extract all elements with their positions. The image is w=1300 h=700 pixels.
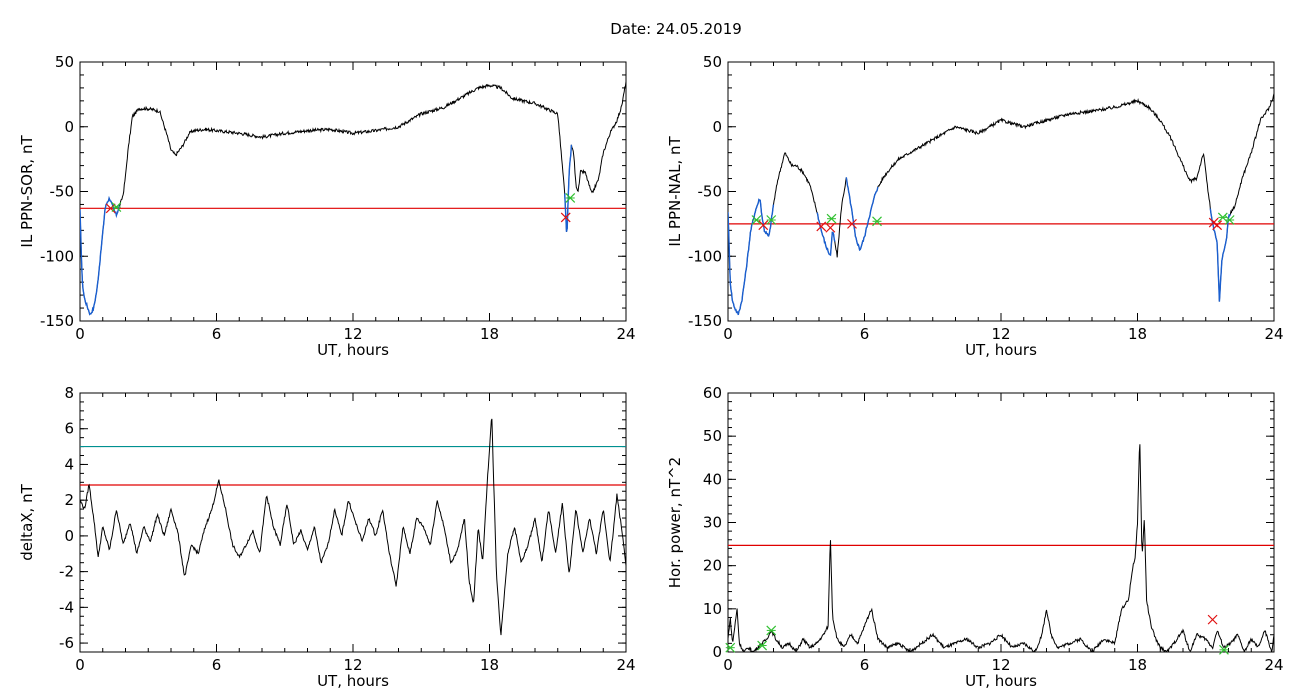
end-marker — [111, 202, 122, 212]
x-tick-label: 24 — [1264, 325, 1283, 343]
y-axis-label: IL PPN-NAL, nT — [666, 136, 684, 247]
plot-area — [728, 444, 1274, 652]
x-tick-label: 18 — [1128, 325, 1147, 343]
y-tick-label: -2 — [59, 563, 74, 581]
x-tick-label: 18 — [1128, 656, 1147, 674]
start-marker — [1207, 614, 1218, 625]
end-marker — [826, 213, 837, 224]
y-tick-label: 0 — [712, 643, 722, 661]
y-tick-label: -50 — [698, 183, 723, 201]
x-tick-label: 24 — [616, 325, 635, 343]
start-marker — [560, 212, 571, 223]
x-tick-label: 0 — [75, 656, 85, 674]
y-tick-label: 40 — [703, 470, 722, 488]
x-axis-label: UT, hours — [317, 341, 389, 359]
end-marker — [1217, 212, 1228, 223]
y-tick-label: 6 — [64, 420, 74, 438]
x-tick-label: 12 — [991, 656, 1010, 674]
x-tick-label: 0 — [723, 656, 733, 674]
event-segment — [564, 144, 573, 232]
x-tick-label: 12 — [343, 656, 362, 674]
y-tick-label: -50 — [50, 183, 75, 201]
y-tick-label: 10 — [703, 600, 722, 618]
event-segment — [816, 212, 836, 257]
start-marker — [758, 220, 769, 231]
y-tick-label: 50 — [703, 427, 722, 445]
y-tick-label: 50 — [55, 53, 74, 71]
panel-hor-power: 0 6 12 18 24 0 10 20 30 40 50 60 UT, hours Hor. power… — [666, 384, 1284, 690]
series-line — [728, 93, 1274, 316]
y-tick-label: -100 — [688, 247, 722, 265]
x-tick-label: 0 — [75, 325, 85, 343]
start-marker — [816, 221, 827, 232]
panel-il-ppn-sor: 0 6 12 18 24 -150 -100 -50 0 50 UT, hours IL PPN-SO… — [18, 53, 636, 359]
plot-frame — [79, 392, 627, 653]
x-tick-label: 18 — [480, 656, 499, 674]
y-tick-label: 30 — [703, 514, 722, 532]
plot-frame — [727, 61, 1275, 322]
series-line — [80, 81, 626, 316]
x-tick-label: 6 — [212, 656, 222, 674]
end-marker — [1219, 644, 1229, 655]
y-axis-label: deltaX, nT — [18, 483, 36, 560]
y-axis-label: Hor. power, nT^2 — [666, 457, 684, 588]
y-tick-label: 60 — [703, 384, 722, 402]
series-line — [80, 418, 626, 636]
end-marker — [1224, 215, 1235, 225]
start-marker — [1212, 220, 1223, 231]
end-marker — [766, 215, 777, 225]
series-line — [728, 444, 1274, 652]
x-tick-label: 0 — [723, 325, 733, 343]
page-title: Date: 24.05.2019 — [610, 20, 742, 38]
y-tick-label: 0 — [712, 118, 722, 136]
x-tick-label: 24 — [616, 656, 635, 674]
plot-area — [728, 93, 1274, 316]
x-axis-label: UT, hours — [965, 672, 1037, 690]
end-marker — [751, 215, 762, 225]
y-tick-label: -100 — [40, 247, 74, 265]
y-tick-label: 0 — [64, 118, 74, 136]
end-marker — [725, 642, 736, 653]
start-marker — [847, 218, 857, 229]
y-tick-label: -4 — [59, 598, 74, 616]
x-tick-label: 18 — [480, 325, 499, 343]
y-tick-label: 4 — [64, 455, 74, 473]
y-tick-label: -150 — [688, 312, 722, 330]
plot-frame — [79, 61, 627, 322]
panel-il-ppn-nal: 0 6 12 18 24 -150 -100 -50 0 50 UT, hours IL PPN-NA… — [666, 53, 1284, 359]
y-tick-label: 20 — [703, 557, 722, 575]
y-tick-label: 2 — [64, 491, 74, 509]
y-tick-label: -6 — [59, 634, 74, 652]
x-axis-label: UT, hours — [317, 672, 389, 690]
y-axis-label: IL PPN-SOR, nT — [18, 135, 36, 248]
y-tick-label: 50 — [703, 53, 722, 71]
end-marker — [565, 193, 576, 203]
event-segment — [845, 177, 879, 252]
x-tick-label: 6 — [860, 325, 870, 343]
x-tick-label: 24 — [1264, 656, 1283, 674]
x-tick-label: 12 — [991, 325, 1010, 343]
start-marker — [825, 222, 836, 233]
plot-area — [80, 81, 626, 316]
end-marker — [766, 625, 777, 636]
start-marker — [105, 203, 116, 214]
y-tick-label: 0 — [64, 527, 74, 545]
y-tick-label: 8 — [64, 384, 74, 402]
x-tick-label: 6 — [860, 656, 870, 674]
y-tick-label: -150 — [40, 312, 74, 330]
x-tick-label: 6 — [212, 325, 222, 343]
end-marker — [757, 640, 768, 651]
end-marker — [872, 216, 882, 227]
plot-frame — [727, 392, 1275, 653]
plot-area — [80, 418, 626, 636]
x-tick-label: 12 — [343, 325, 362, 343]
x-axis-label: UT, hours — [965, 341, 1037, 359]
event-segment — [728, 198, 775, 316]
